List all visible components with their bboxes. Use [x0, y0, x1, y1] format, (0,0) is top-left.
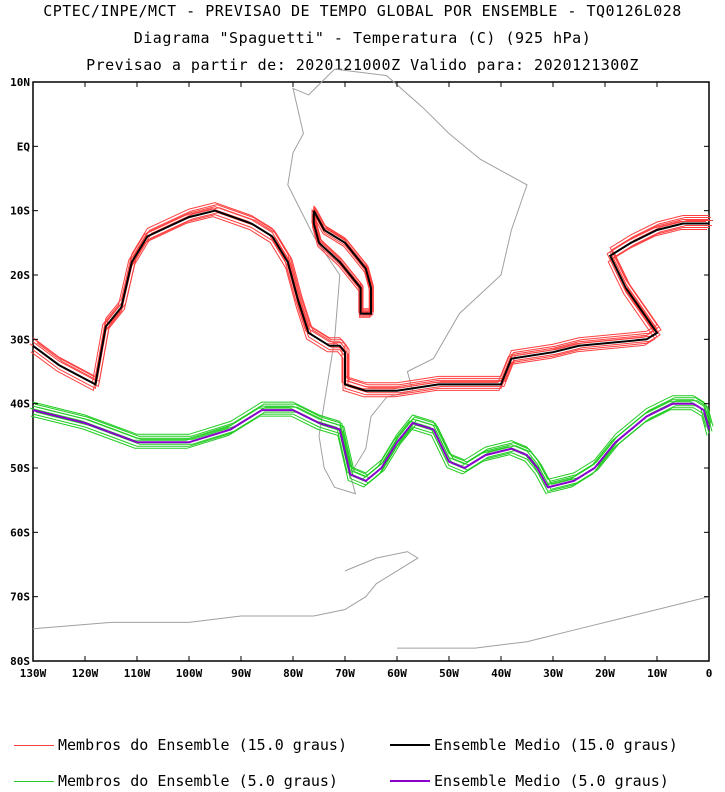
lon-tick-label-2: 110W	[124, 667, 151, 680]
green-ensemble-mean	[32, 402, 710, 489]
lat-tick-label-3: 20S	[10, 269, 30, 282]
lon-tick-label-3: 100W	[176, 667, 203, 680]
lat-tick-label-8: 70S	[10, 591, 30, 604]
legend-green-members-label: Membros do Ensemble (5.0 graus)	[58, 772, 338, 790]
green-contours	[29, 395, 714, 494]
red-loop-member-6	[313, 205, 372, 310]
green-member-1	[32, 407, 710, 492]
red-member-3	[35, 212, 712, 394]
lon-tick-label-9: 40W	[491, 667, 511, 680]
legend-purple-mean-swatch	[390, 780, 430, 782]
lon-tick-label-11: 20W	[595, 667, 615, 680]
green-member-6	[32, 395, 710, 480]
antarctica-coast-east	[397, 596, 710, 649]
lat-tick-label-9: 80S	[10, 655, 30, 668]
lat-tick-label-1: EQ	[17, 140, 31, 153]
green-member-5	[30, 409, 708, 494]
lon-tick-label-5: 80W	[283, 667, 303, 680]
lon-tick-label-0: 130W	[20, 667, 47, 680]
lon-tick-label-6: 70W	[335, 667, 355, 680]
lat-tick-label-7: 60S	[10, 526, 30, 539]
lon-tick-label-8: 50W	[439, 667, 459, 680]
legend-black-mean: Ensemble Medio (15.0 graus)	[390, 736, 678, 754]
antarctica-coast-west	[32, 551, 419, 630]
legend-black-mean-swatch	[390, 744, 430, 746]
legend-purple-mean-label: Ensemble Medio (5.0 graus)	[434, 772, 669, 790]
legend-black-mean-label: Ensemble Medio (15.0 graus)	[434, 736, 678, 754]
red-member-7	[36, 207, 713, 389]
lon-tick-label-13: 0	[706, 667, 713, 680]
legend-red-members-label: Membros do Ensemble (15.0 graus)	[58, 736, 347, 754]
title-line-1: CPTEC/INPE/MCT - PREVISAO DE TEMPO GLOBA…	[43, 2, 682, 20]
map-frame	[32, 81, 710, 662]
coastline-layer	[32, 68, 710, 649]
lat-tick-label-0: 10N	[10, 76, 30, 89]
red-loop-member-5	[312, 214, 371, 318]
title-line-3: Previsao a partir de: 2020121000Z Valido…	[86, 56, 639, 74]
south-america-coast	[287, 68, 528, 495]
red-loop-ensemble-mean	[312, 210, 372, 315]
legend-green-members: Membros do Ensemble (5.0 graus)	[14, 772, 338, 790]
red-ensemble-mean	[32, 209, 709, 392]
green-member-2	[29, 401, 707, 486]
red-loop-member-7	[315, 208, 374, 313]
lat-tick-label-6: 50S	[10, 462, 30, 475]
lon-tick-label-1: 120W	[72, 667, 99, 680]
title-line-2: Diagrama "Spaguetti" - Temperatura (C) (…	[133, 29, 592, 47]
red-member-2	[29, 208, 706, 390]
lon-tick-label-4: 90W	[231, 667, 251, 680]
lon-tick-label-7: 60W	[387, 667, 407, 680]
lon-tick-label-12: 10W	[647, 667, 667, 680]
lat-tick-label-5: 40S	[10, 398, 30, 411]
lon-tick-label-10: 30W	[543, 667, 563, 680]
lat-tick-label-4: 30S	[10, 333, 30, 346]
legend-red-members: Membros do Ensemble (15.0 graus)	[14, 736, 347, 754]
legend-green-members-swatch	[14, 780, 54, 782]
red-contours	[29, 202, 713, 398]
legend-red-members-swatch	[14, 744, 54, 746]
lat-tick-label-2: 10S	[10, 205, 30, 218]
legend-purple-mean: Ensemble Medio (5.0 graus)	[390, 772, 669, 790]
green-member-4	[34, 397, 712, 482]
